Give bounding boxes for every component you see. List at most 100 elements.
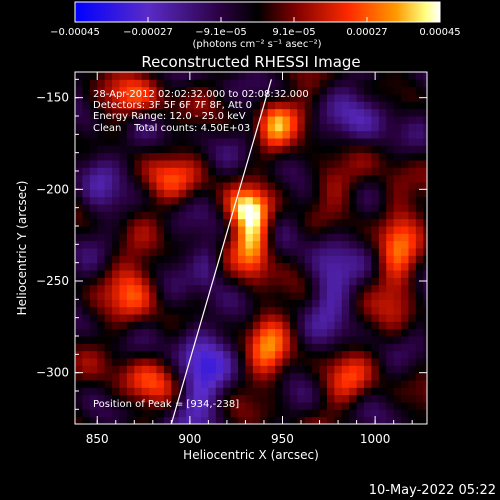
heatmap-cell	[149, 138, 158, 146]
annotation-detectors: Detectors: 3F 5F 6F 7F 8F, Att 0	[93, 100, 252, 111]
heatmap-cell	[215, 240, 224, 249]
heatmap-cell	[112, 182, 120, 190]
heatmap-cell	[364, 174, 372, 183]
heatmap-cell	[97, 255, 106, 264]
heatmap-cell	[334, 358, 343, 366]
heatmap-cell	[356, 145, 365, 154]
heatmap-cell	[364, 211, 372, 220]
heatmap-cell	[141, 328, 150, 337]
heatmap-cell	[326, 189, 335, 198]
annotation-time-range: 28-Apr-2012 02:02:32.000 to 02:08:32.000	[93, 89, 309, 100]
heatmap-cell	[364, 328, 372, 337]
heatmap-cell	[126, 416, 135, 424]
heatmap-cell	[149, 72, 158, 80]
heatmap-cell	[104, 380, 113, 388]
heatmap-cell	[386, 402, 395, 410]
heatmap-cell	[393, 123, 402, 132]
heatmap-cell	[104, 196, 113, 205]
heatmap-cell	[349, 160, 358, 168]
heatmap-cell	[282, 123, 291, 132]
heatmap-cell	[423, 79, 427, 88]
heatmap-cell	[238, 101, 246, 110]
heatmap-cell	[252, 270, 261, 278]
heatmap-cell	[238, 336, 246, 344]
heatmap-cell	[423, 218, 427, 227]
heatmap-cell	[304, 145, 313, 154]
heatmap-cell	[267, 343, 276, 352]
heatmap-cell	[289, 160, 298, 168]
heatmap-cell	[89, 416, 98, 424]
heatmap-cell	[289, 182, 298, 190]
heatmap-cell	[423, 365, 427, 374]
heatmap-cell	[215, 204, 224, 212]
heatmap-cell	[304, 86, 313, 95]
heatmap-cell	[260, 218, 269, 227]
heatmap-cell	[386, 321, 395, 330]
heatmap-cell	[267, 218, 276, 227]
heatmap-cell	[378, 196, 387, 205]
heatmap-cell	[186, 350, 195, 359]
heatmap-cell	[260, 365, 269, 374]
heatmap-cell	[297, 138, 306, 146]
heatmap-cell	[223, 160, 232, 168]
heatmap-cell	[208, 387, 217, 396]
heatmap-cell	[186, 226, 195, 234]
heatmap-cell	[215, 123, 224, 132]
heatmap-cell	[215, 226, 224, 234]
heatmap-cell	[163, 416, 172, 424]
heatmap-cell	[349, 218, 358, 227]
heatmap-cell	[282, 130, 291, 139]
heatmap-cell	[215, 101, 224, 110]
heatmap-cell	[275, 314, 283, 322]
heatmap-cell	[149, 343, 158, 352]
heatmap-cell	[97, 248, 106, 256]
heatmap-cell	[126, 226, 135, 234]
heatmap-cell	[89, 145, 98, 154]
heatmap-cell	[119, 72, 128, 80]
heatmap-cell	[334, 365, 343, 374]
y-axis-label: Heliocentric Y (arcsec)	[15, 181, 29, 316]
heatmap-cell	[75, 292, 83, 300]
heatmap-cell	[238, 394, 246, 403]
heatmap-cell	[171, 94, 180, 102]
heatmap-cell	[141, 79, 150, 88]
colorbar-ticks: −0.00045 −0.00027 −9.1e−05 9.1e−05 0.00027 0.…	[50, 17, 461, 38]
heatmap-cell	[423, 284, 427, 293]
heatmap-cell	[401, 189, 409, 198]
heatmap-cell	[200, 101, 209, 110]
heatmap-cell	[386, 182, 395, 190]
heatmap-cell	[415, 270, 424, 278]
heatmap-cell	[260, 116, 269, 124]
heatmap-cell	[245, 182, 254, 190]
heatmap-cell	[126, 145, 135, 154]
heatmap-cell	[97, 306, 106, 315]
heatmap-cell	[297, 365, 306, 374]
heatmap-cell	[334, 160, 343, 168]
heatmap-cell	[178, 204, 187, 212]
heatmap-cell	[289, 94, 298, 102]
heatmap-cell	[393, 248, 402, 256]
heatmap-cell	[119, 292, 128, 300]
heatmap-cell	[423, 248, 427, 256]
heatmap-cell	[260, 372, 269, 381]
heatmap-cell	[275, 402, 283, 410]
heatmap-cell	[178, 226, 187, 234]
heatmap-cell	[304, 174, 313, 183]
heatmap-cell	[238, 284, 246, 293]
heatmap-cell	[408, 270, 417, 278]
heatmap-cell	[171, 350, 180, 359]
heatmap-cell	[126, 270, 135, 278]
heatmap-cell	[275, 204, 283, 212]
heatmap-cell	[312, 167, 321, 176]
heatmap-cell	[149, 167, 158, 176]
heatmap-cell	[334, 72, 343, 80]
heatmap-cell	[364, 138, 372, 146]
heatmap-cell	[341, 314, 350, 322]
heatmap-cell	[341, 196, 350, 205]
heatmap-cell	[297, 145, 306, 154]
heatmap-cell	[401, 130, 409, 139]
heatmap-cell	[304, 416, 313, 424]
heatmap-cell	[356, 321, 365, 330]
heatmap-cell	[200, 123, 209, 132]
heatmap-cell	[415, 380, 424, 388]
